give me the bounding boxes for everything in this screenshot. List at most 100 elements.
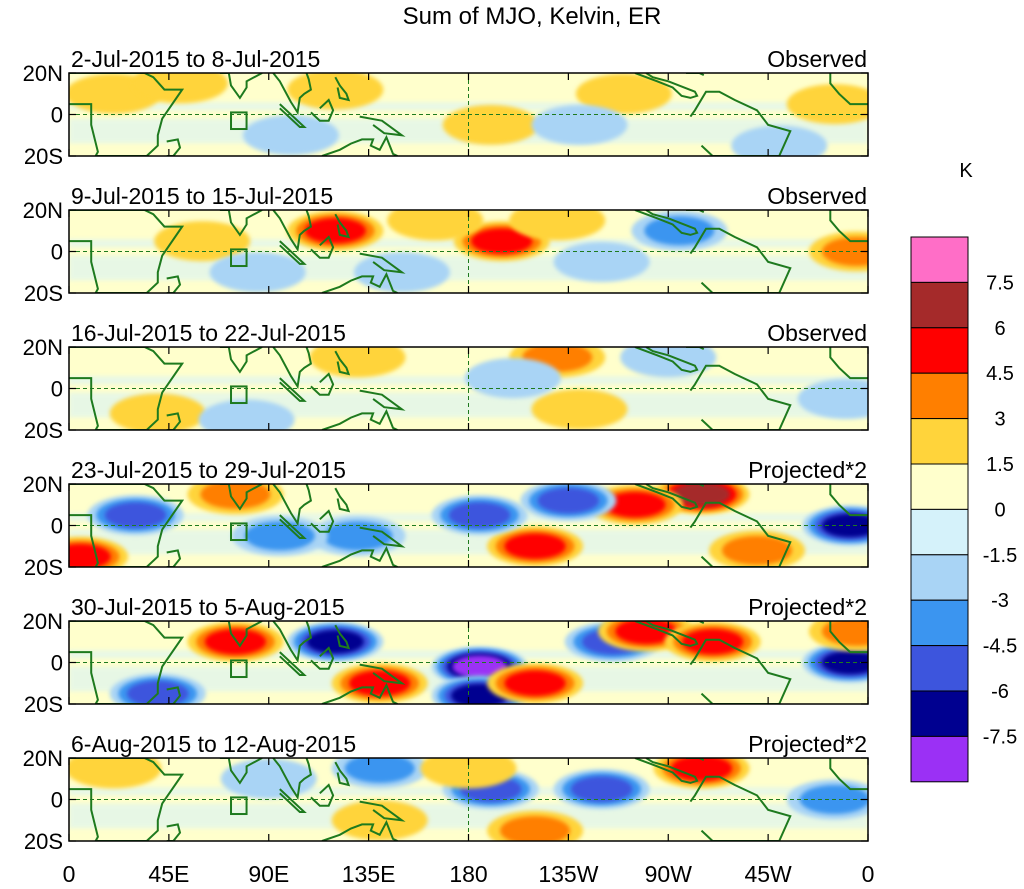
anomaly-contour <box>531 104 628 145</box>
central-america-outline <box>634 484 699 510</box>
central-america-outline <box>634 758 699 784</box>
anomaly-contour <box>448 502 511 528</box>
se-asia-outline <box>272 210 313 253</box>
philippines-outline <box>334 213 351 239</box>
anomaly-contour <box>722 535 793 565</box>
colorbar-level-label: 0 <box>994 499 1005 521</box>
x-tick-label: 45E <box>148 861 189 887</box>
panel-period: 30-Jul-2015 to 5-Aug-2015 <box>71 594 345 620</box>
colorbar-unit: K <box>959 160 973 182</box>
y-tick-label: 20N <box>23 335 63 360</box>
anomaly-contour <box>504 533 566 559</box>
philippines-outline <box>334 76 351 102</box>
india-outline <box>219 347 263 374</box>
x-tick-label: 135E <box>342 861 396 887</box>
panel-period: 23-Jul-2015 to 29-Jul-2015 <box>71 457 346 483</box>
anomaly-contour <box>442 104 539 145</box>
colorbar-level-label: -1.5 <box>983 545 1017 567</box>
y-tick-label: 20S <box>24 555 63 580</box>
anomaly-contour <box>69 543 111 567</box>
x-tick-label: 45W <box>744 861 792 887</box>
anomaly-contour <box>681 629 744 655</box>
colorbar-swatch <box>910 690 969 737</box>
panel-5: 20N 0 20S 30-Jul-2015 to 5-Aug-2015 Projecte… <box>23 594 869 717</box>
colorbar-swatch <box>910 281 969 329</box>
australia-outline <box>321 134 398 156</box>
cuba-outline <box>686 347 705 351</box>
australia-outline <box>321 545 398 567</box>
panel-period: 16-Jul-2015 to 22-Jul-2015 <box>71 320 346 346</box>
colorbar-level-label: 7.5 <box>986 272 1014 294</box>
anomaly-contour <box>731 125 828 156</box>
y-tick-label: 20N <box>23 472 63 497</box>
anomaly-contour <box>322 521 393 551</box>
anomaly-contour <box>209 252 306 293</box>
sumatra-outline <box>279 651 307 676</box>
cuba-outline <box>686 73 705 77</box>
anomaly-contour <box>500 816 571 841</box>
colorbar-level-label: 3 <box>994 409 1005 431</box>
anomaly-contour <box>553 241 650 282</box>
borneo-outline <box>310 783 335 807</box>
anomaly-contour <box>509 210 606 241</box>
anomaly-contour <box>331 800 428 841</box>
colorbar-swatch <box>910 599 969 647</box>
south-america-outline <box>689 775 792 841</box>
colorbar-level-label: 1.5 <box>986 454 1014 476</box>
sumatra-outline <box>279 103 307 128</box>
borneo-outline <box>310 509 335 533</box>
anomaly-contour <box>452 655 507 678</box>
anomaly-contour <box>797 378 868 419</box>
south-america-outline <box>689 227 792 293</box>
new-guinea-outline <box>359 115 406 137</box>
anomaly-contour <box>821 513 868 538</box>
borneo-outline <box>310 98 335 122</box>
anomaly-contour <box>670 758 733 782</box>
region-box <box>230 522 248 542</box>
cuba-outline <box>686 758 705 762</box>
sumatra-outline <box>279 514 307 539</box>
panel-label: Observed <box>767 320 867 346</box>
anomaly-contour <box>304 218 367 244</box>
cuba-outline <box>686 210 705 214</box>
anomaly-contour <box>344 758 415 783</box>
x-tick-label: 180 <box>449 861 487 887</box>
colorbar-level-label: -6 <box>991 681 1009 703</box>
madagascar-outline <box>166 686 182 704</box>
madagascar-outline <box>166 138 182 156</box>
africa-outline <box>69 758 185 841</box>
central-america-outline <box>634 210 699 236</box>
colorbar-swatch <box>910 735 969 783</box>
borneo-outline <box>310 646 335 670</box>
panel-6: 20N 0 20S 6-Aug-2015 to 12-Aug-2015 Projecte… <box>23 731 869 854</box>
coastlines <box>69 484 868 567</box>
anomaly-contour <box>198 399 295 430</box>
colorbar-level-label: -3 <box>991 590 1009 612</box>
se-asia-outline <box>272 73 313 116</box>
anomaly-contour <box>504 670 566 696</box>
colorbar: K 7.5 6 4.5 3 1.5 0 -1.5 -3 -4.5 -6 -7.5 <box>910 160 1017 783</box>
india-outline <box>219 73 263 100</box>
anomaly-contour <box>604 492 666 518</box>
australia-outline <box>321 271 398 293</box>
australia-outline <box>321 408 398 430</box>
india-outline <box>219 621 263 648</box>
madagascar-outline <box>166 275 182 293</box>
cuba-outline <box>686 484 705 488</box>
se-asia-outline <box>272 758 313 801</box>
australia-outline <box>321 819 398 841</box>
anomaly-contour <box>242 115 339 156</box>
south-america-outline <box>689 90 792 156</box>
panel-period: 6-Aug-2015 to 12-Aug-2015 <box>71 731 356 757</box>
madagascar-outline <box>166 823 182 841</box>
anomaly-contour <box>309 347 406 378</box>
philippines-outline <box>334 487 351 513</box>
panel-label: Projected*2 <box>748 457 867 483</box>
philippines-outline <box>334 761 351 787</box>
x-axis: 0 45E 90E 135E 180 135W 90W 45W 0 <box>63 861 875 887</box>
region-box <box>230 248 248 268</box>
y-tick-label: 0 <box>51 103 63 128</box>
sumatra-outline <box>279 240 307 265</box>
cuba-outline <box>686 621 705 625</box>
